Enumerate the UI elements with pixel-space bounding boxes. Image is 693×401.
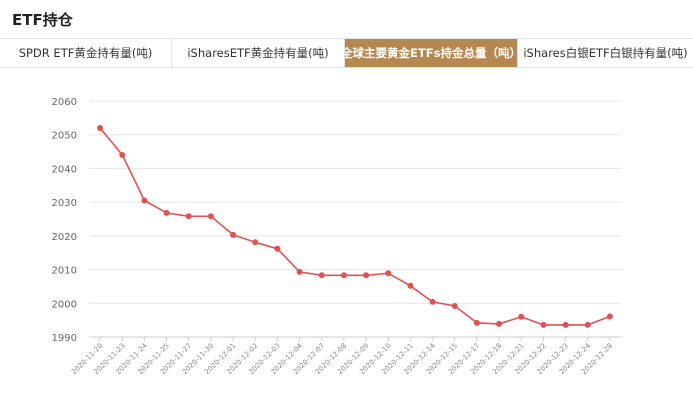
data-point (562, 321, 569, 328)
data-point (207, 213, 214, 220)
data-point (318, 272, 325, 279)
y-tick-label: 2010 (52, 266, 77, 277)
tab-ishares-gold[interactable]: iSharesETF黄金持有量(吨) (172, 39, 345, 67)
data-point (385, 270, 392, 277)
data-point (97, 124, 104, 131)
data-point (540, 321, 547, 328)
data-point (274, 245, 281, 252)
y-tick-label: 2030 (52, 198, 77, 209)
tab-ishares-silver[interactable]: iShares白银ETF白银持有量(吨) (523, 46, 688, 60)
tab-spdr-gold[interactable]: SPDR ETF黄金持有量(吨) (0, 39, 172, 67)
data-point (363, 272, 370, 279)
header: ETF持仓 (0, 0, 693, 38)
y-tick-label: 2040 (52, 164, 77, 175)
data-point (407, 282, 414, 289)
data-point (296, 268, 303, 275)
tab-global-gold-etfs[interactable]: 全球主要黄金ETFs持金总量（吨） (345, 39, 518, 67)
series-line (99, 127, 611, 326)
data-point (473, 319, 480, 326)
data-point (163, 209, 170, 216)
y-tick-label: 2020 (52, 232, 77, 243)
line-chart: 199020002010202020302040205020602020-11-… (52, 97, 621, 376)
y-tick-label: 2050 (52, 131, 77, 142)
data-point (496, 320, 503, 327)
data-point (185, 213, 192, 220)
data-point (584, 321, 591, 328)
data-point (252, 239, 259, 246)
data-point (340, 272, 347, 279)
data-point (429, 298, 436, 305)
data-point (451, 302, 458, 309)
data-point (606, 313, 613, 320)
y-tick-label: 1990 (52, 333, 77, 344)
page-title: ETF持仓 (12, 11, 73, 29)
tab-bar: SPDR ETF黄金持有量(吨) iSharesETF黄金持有量(吨) 全球主要… (0, 38, 693, 68)
data-point (119, 151, 126, 158)
y-tick-label: 2000 (52, 299, 77, 310)
data-point (141, 197, 148, 204)
data-point (230, 231, 237, 238)
y-tick-label: 2060 (52, 97, 77, 108)
data-point (518, 313, 525, 320)
